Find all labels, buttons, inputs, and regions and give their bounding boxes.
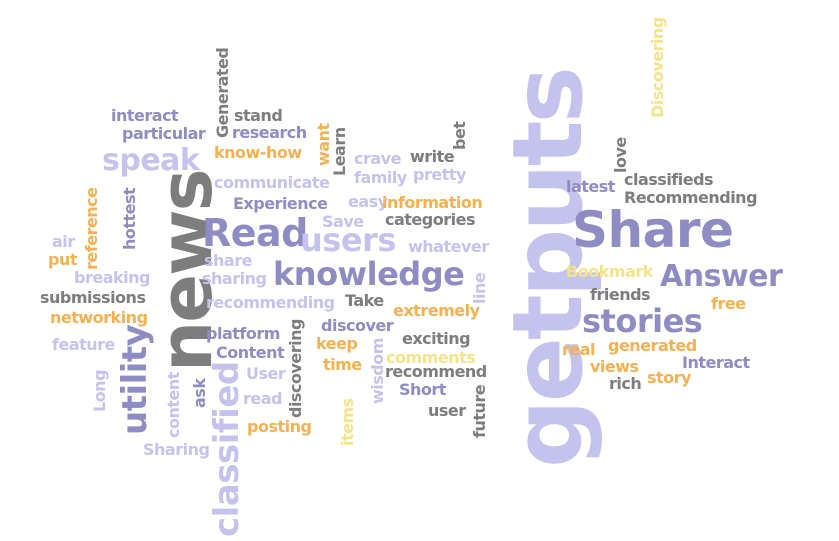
word-crave: crave xyxy=(354,149,401,168)
word-pretty: pretty xyxy=(413,165,466,184)
word-networking: networking xyxy=(50,308,148,327)
word-sharing: sharing xyxy=(202,269,267,288)
word-information: information xyxy=(382,193,483,212)
word-bookmark: Bookmark xyxy=(566,262,653,281)
word-content: Content xyxy=(216,343,285,362)
word-experience: Experience xyxy=(233,194,328,213)
word-content-vertical: content xyxy=(164,372,183,438)
word-know-how: know-how xyxy=(214,143,302,162)
word-learn: Learn xyxy=(330,127,349,176)
word-time: time xyxy=(323,355,362,374)
word-posting: posting xyxy=(247,417,312,436)
word-recommending: Recommending xyxy=(624,188,758,207)
word-hottest: hottest xyxy=(120,187,139,250)
word-rich: rich xyxy=(609,374,642,393)
word-discovering-gray: discovering xyxy=(286,319,305,418)
word-classified: classified xyxy=(207,361,247,537)
word-submissions: submissions xyxy=(40,288,146,307)
word-user-cap: User xyxy=(246,364,286,383)
word-reference: reference xyxy=(82,187,101,270)
word-views: views xyxy=(590,357,639,376)
word-story: story xyxy=(647,368,691,387)
word-utility: utility xyxy=(115,324,155,435)
word-bet: bet xyxy=(450,121,469,150)
word-extremely: extremely xyxy=(393,301,480,320)
word-items: items xyxy=(338,398,357,446)
word-recommend: recommend xyxy=(385,362,487,381)
word-communicate: communicate xyxy=(214,173,330,192)
word-speak: speak xyxy=(102,143,200,178)
word-read-small: read xyxy=(243,389,283,408)
word-take: Take xyxy=(345,291,384,310)
word-interact: interact xyxy=(111,106,179,125)
word-comments: comments xyxy=(386,348,476,367)
word-long: Long xyxy=(90,369,109,412)
word-stories: stories xyxy=(582,302,703,340)
word-wisdom: wisdom xyxy=(368,338,387,404)
word-whatever: whatever xyxy=(408,237,489,256)
word-exciting: exciting xyxy=(402,329,471,348)
word-air: air xyxy=(52,232,75,251)
word-write: write xyxy=(410,147,455,166)
word-short: Short xyxy=(399,380,446,399)
word-keep: keep xyxy=(316,334,358,353)
word-friends: friends xyxy=(590,285,651,304)
word-user: user xyxy=(428,401,466,420)
word-save: Save xyxy=(322,212,364,231)
word-feature: feature xyxy=(52,335,115,354)
word-breaking: breaking xyxy=(74,268,150,287)
word-love: love xyxy=(611,137,630,173)
word-sharing-cap: Sharing xyxy=(143,440,210,459)
word-share: Share xyxy=(572,201,734,259)
word-discover: discover xyxy=(321,316,394,335)
word-stand: stand xyxy=(234,106,283,125)
word-generated-vertical: Generated xyxy=(213,47,232,138)
word-users: users xyxy=(300,221,396,259)
word-research: research xyxy=(232,123,307,142)
word-easy: easy xyxy=(348,192,388,211)
word-particular: particular xyxy=(122,124,206,143)
word-read: Read xyxy=(202,211,308,255)
word-real: real xyxy=(562,340,596,359)
word-answer: Answer xyxy=(660,259,783,294)
word-put: put xyxy=(48,250,78,269)
word-interact-cap: Interact xyxy=(682,353,750,372)
word-knowledge: knowledge xyxy=(273,255,465,293)
word-free: free xyxy=(711,294,746,313)
word-family: family xyxy=(354,168,407,187)
word-ask: ask xyxy=(190,378,209,408)
word-platform: platform xyxy=(206,324,280,343)
word-share-small: share xyxy=(204,251,252,270)
word-latest: latest xyxy=(566,177,615,196)
word-line: line xyxy=(470,272,489,304)
word-classifieds: classifieds xyxy=(624,170,714,189)
word-categories: categories xyxy=(385,210,475,229)
word-recommending-small: recommending xyxy=(206,293,335,312)
word-future: future xyxy=(470,384,489,438)
word-generated: generated xyxy=(608,336,697,355)
word-discovering-vertical: Discovering xyxy=(648,17,667,118)
